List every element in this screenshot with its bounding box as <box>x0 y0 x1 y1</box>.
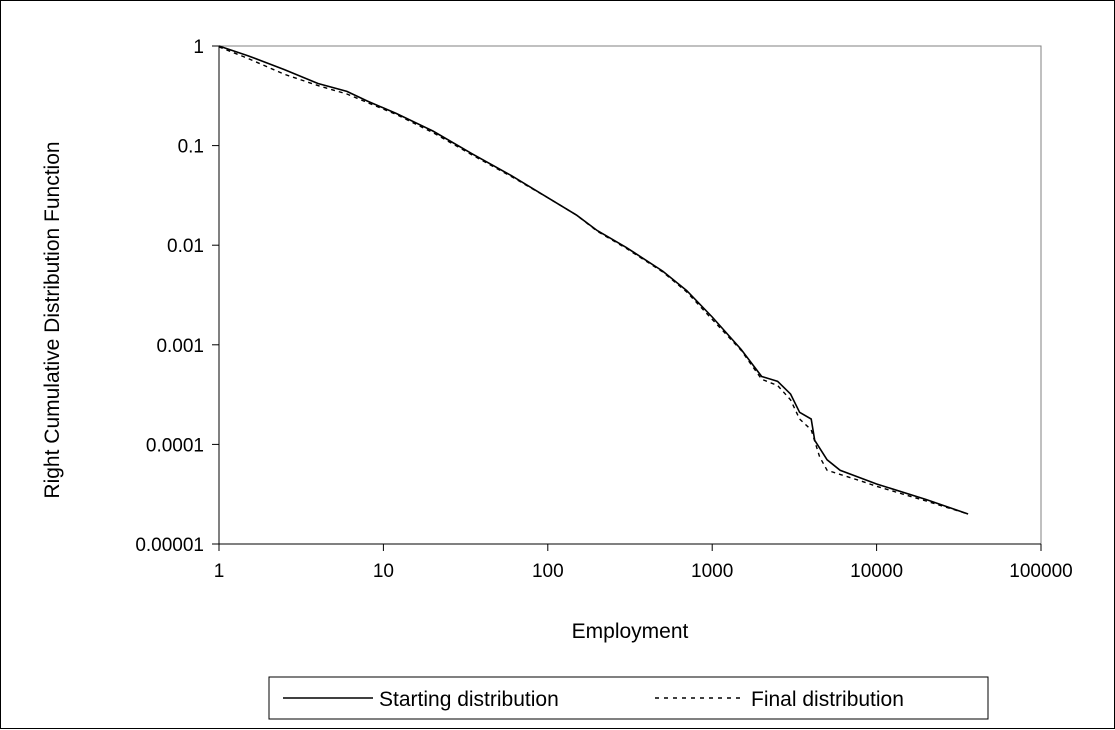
y-tick-label: 0.1 <box>178 137 204 158</box>
x-tick-label: 10000 <box>850 561 903 582</box>
legend-box <box>268 676 989 720</box>
plot-border <box>218 45 1042 545</box>
series-line-final <box>218 46 969 515</box>
y-tick-label: 0.0001 <box>146 435 204 456</box>
y-axis-title: Right Cumulative Distribution Function <box>41 141 64 498</box>
legend: Starting distribution Final distribution <box>268 676 989 720</box>
y-tick-label: 0.001 <box>156 336 204 357</box>
x-tick-label: 100000 <box>1009 561 1072 582</box>
x-tick-label: 1000 <box>691 561 733 582</box>
y-tick-label: 0.00001 <box>135 535 204 556</box>
plot-area: 1 10 100 1000 10000 100000 1 0.1 0.01 0.001 0.0001… <box>135 37 1072 582</box>
series-line-starting <box>218 45 969 515</box>
y-tick-label: 1 <box>193 37 204 58</box>
x-tick-label: 100 <box>532 561 564 582</box>
y-tick-label: 0.01 <box>167 236 204 257</box>
legend-label-final: Final distribution <box>751 688 904 711</box>
x-axis-title: Employment <box>572 620 689 643</box>
x-tick-label: 10 <box>373 561 394 582</box>
x-tick-label: 1 <box>214 561 225 582</box>
legend-label-starting: Starting distribution <box>379 688 559 711</box>
